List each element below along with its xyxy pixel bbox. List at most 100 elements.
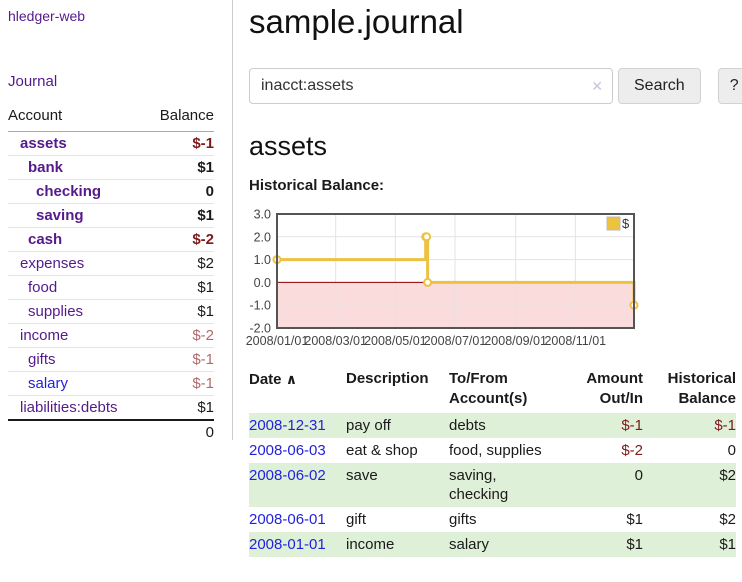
search-button[interactable]: Search (618, 68, 701, 104)
svg-text:2008/01/01: 2008/01/01 (246, 334, 309, 348)
account-balance: $1 (145, 395, 214, 420)
account-link[interactable]: supplies (28, 303, 84, 320)
transaction-row: 2008-06-03 eat & shop food, supplies $-2 0 (249, 438, 736, 463)
account-balance: $1 (145, 275, 214, 300)
svg-text:2008/09/01: 2008/09/01 (484, 334, 547, 348)
account-link[interactable]: salary (28, 375, 69, 392)
transaction-balance: $1 (643, 532, 736, 557)
transaction-date-link[interactable]: 2008-01-01 (249, 536, 326, 553)
account-link[interactable]: cash (28, 231, 63, 248)
account-row: checking 0 (8, 179, 214, 204)
account-balance: $1 (145, 299, 214, 324)
transaction-date-link[interactable]: 2008-06-02 (249, 467, 326, 484)
hledger-web-app: hledger-web Journal Account Balance asse… (0, 0, 742, 557)
transaction-amount: $1 (561, 532, 643, 557)
transaction-date-link[interactable]: 2008-06-01 (249, 511, 326, 528)
account-link[interactable]: checking (36, 183, 102, 200)
main-content: sample.journal ✕ Search ? assets Histori… (233, 0, 742, 557)
account-link[interactable]: gifts (28, 351, 56, 368)
account-row: saving $1 (8, 203, 214, 228)
search-input[interactable] (249, 68, 613, 104)
svg-text:2008/11/01: 2008/11/01 (544, 334, 606, 348)
account-row: expenses $2 (8, 251, 214, 276)
transaction-row: 2008-06-01 gift gifts $1 $2 (249, 507, 736, 532)
svg-text:2008/07/01: 2008/07/01 (424, 334, 487, 348)
account-heading: assets (249, 131, 328, 161)
svg-text:2008/03/01: 2008/03/01 (304, 334, 367, 348)
app-title-link[interactable]: hledger-web (8, 8, 86, 24)
transaction-accounts: salary (449, 532, 561, 557)
account-balance: $-2 (145, 323, 214, 348)
svg-text:-2.0: -2.0 (249, 322, 271, 336)
transaction-description: gift (346, 511, 367, 528)
account-link[interactable]: saving (36, 207, 84, 224)
accounts-header-balance: Balance (145, 105, 214, 132)
account-link[interactable]: liabilities:debts (20, 399, 118, 416)
account-row: income $-2 (8, 323, 214, 348)
svg-text:2.0: 2.0 (254, 230, 271, 244)
svg-text:0.0: 0.0 (254, 276, 271, 290)
chart-title: Historical Balance: (249, 177, 385, 194)
transaction-balance: $2 (719, 511, 736, 528)
transaction-row: 2008-06-02 save saving, checking 0 $2 (249, 463, 736, 507)
transaction-accounts: food, supplies (449, 442, 542, 459)
transaction-description: income (346, 532, 449, 557)
transaction-amount: $-2 (621, 442, 643, 459)
sidebar: hledger-web Journal Account Balance asse… (0, 0, 233, 444)
account-row: cash $-2 (8, 227, 214, 252)
account-link[interactable]: assets (20, 135, 67, 152)
sidebar-item-journal[interactable]: Journal (8, 73, 58, 90)
transaction-description: pay off (346, 413, 449, 438)
account-link[interactable]: income (20, 327, 69, 344)
account-link[interactable]: food (28, 279, 58, 296)
svg-text:2008/05/01: 2008/05/01 (364, 334, 427, 348)
transaction-description: eat & shop (346, 442, 418, 459)
help-button[interactable]: ? (717, 68, 742, 104)
svg-text:3.0: 3.0 (254, 208, 271, 222)
transaction-amount: $1 (626, 511, 643, 528)
register-header-balance: Historical Balance (667, 370, 736, 407)
register-header-date[interactable]: Date ∧ (249, 371, 298, 388)
account-row: food $1 (8, 275, 214, 300)
register-header-amount: Amount Out/In (586, 370, 643, 407)
account-balance: $-2 (145, 227, 214, 252)
clear-search-icon[interactable]: ✕ (591, 78, 603, 94)
account-row: assets $-1 (8, 132, 214, 156)
account-balance: $1 (145, 155, 214, 180)
account-balance: $-1 (145, 347, 214, 372)
transaction-date-link[interactable]: 2008-12-31 (249, 417, 326, 434)
transaction-description: save (346, 463, 449, 507)
svg-text:-1.0: -1.0 (249, 299, 271, 313)
sort-ascending-icon: ∧ (285, 371, 298, 387)
transaction-accounts: gifts (449, 511, 477, 528)
transaction-accounts: saving, checking (449, 463, 561, 507)
transaction-accounts: debts (449, 413, 561, 438)
account-balance: $1 (145, 203, 214, 228)
accounts-header-account: Account (8, 105, 146, 132)
register-header-description: Description (346, 370, 429, 387)
register-header-tofrom: To/From Account(s) (449, 370, 528, 407)
transaction-balance: $2 (643, 463, 736, 507)
transaction-balance: 0 (727, 442, 736, 459)
account-row: supplies $1 (8, 299, 214, 324)
transaction-amount: $-1 (561, 413, 643, 438)
transaction-row: 2008-01-01 income salary $1 $1 (249, 532, 736, 557)
account-balance: $-1 (145, 371, 214, 396)
page-title: sample.journal (249, 3, 464, 40)
account-link[interactable]: expenses (20, 255, 85, 272)
legend-label: $ (622, 216, 630, 231)
accounts-total-row: 0 (8, 419, 214, 444)
account-balance: $-1 (192, 135, 214, 152)
transaction-row: 2008-12-31 pay off debts $-1 $-1 (249, 413, 736, 438)
accounts-table: Account Balance assets $-1 bank $1 checking 0… (8, 105, 214, 444)
historical-balance-chart: $3.0 2.0 1.0 0.0 -1.0 -2.02008/01/012008/03/0… (246, 208, 639, 348)
transaction-date-link[interactable]: 2008-06-03 (249, 442, 326, 459)
transaction-balance: $-1 (643, 413, 736, 438)
svg-text:1.0: 1.0 (254, 253, 271, 267)
account-link[interactable]: bank (28, 159, 64, 176)
accounts-total-value: 0 (145, 419, 214, 444)
account-row: salary $-1 (8, 371, 214, 396)
account-row: liabilities:debts $1 (8, 395, 214, 420)
transaction-amount: 0 (561, 463, 643, 507)
legend-swatch (606, 216, 621, 231)
